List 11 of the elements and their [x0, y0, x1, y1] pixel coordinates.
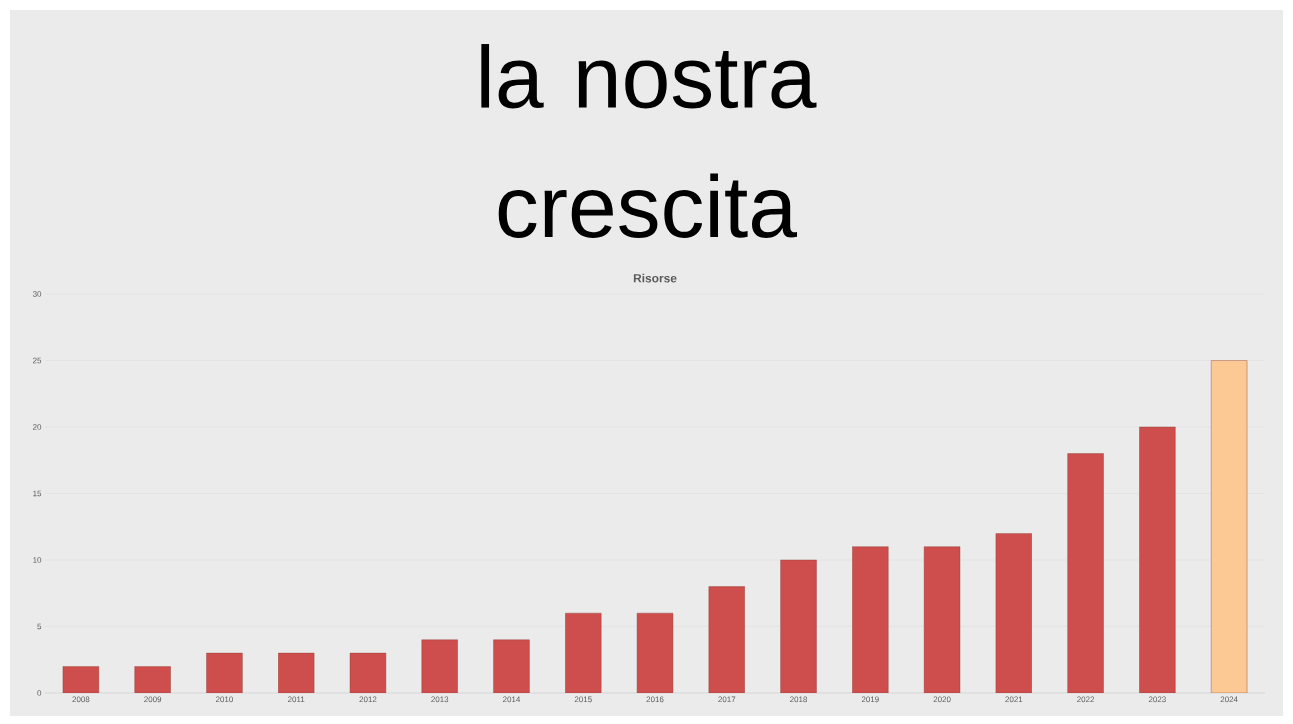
bar: [852, 546, 889, 693]
bar: [995, 533, 1032, 693]
chart-title: la nostra crescita: [481, 44, 817, 238]
bar: [493, 639, 530, 693]
bar: [780, 559, 817, 693]
bar: [421, 639, 458, 693]
bar: [1067, 453, 1104, 693]
bar: [708, 586, 745, 693]
bar: [1139, 426, 1176, 693]
bar: [134, 666, 171, 693]
chart-subtitle: Risorse: [633, 273, 677, 283]
